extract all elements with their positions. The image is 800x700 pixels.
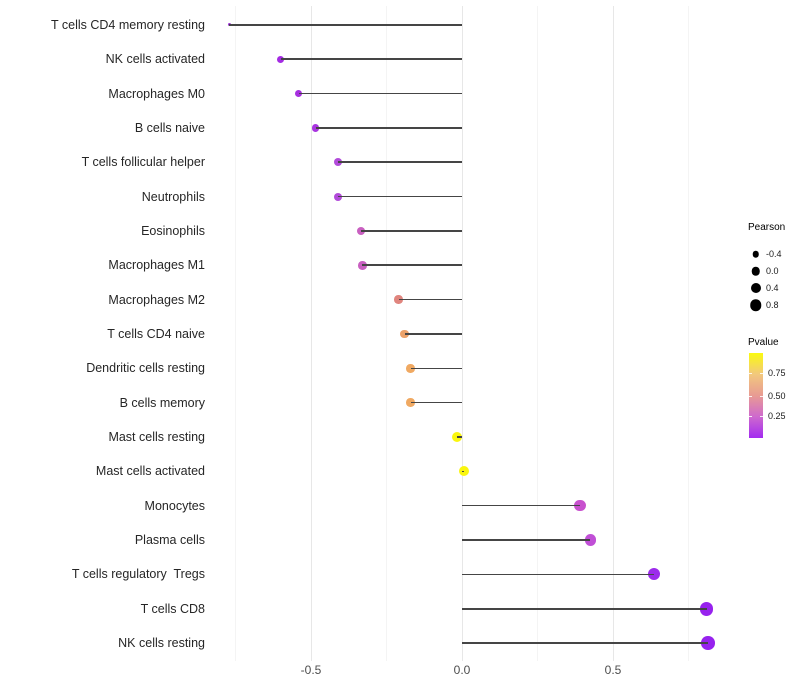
stem-line [462, 573, 654, 576]
legend-pearson-title: Pearson [748, 222, 786, 233]
stem-line [462, 607, 707, 610]
legend-pvalue-title: Pvalue [748, 337, 779, 348]
category-label: Neutrophils [141, 189, 205, 204]
stem-line [457, 436, 462, 438]
colorbar-tick-mark [760, 395, 763, 397]
category-label: T cells CD4 naive [107, 326, 205, 341]
stem-line [315, 127, 462, 129]
minor-gridline [537, 6, 538, 661]
category-label: Plasma cells [134, 533, 205, 548]
major-gridline [461, 6, 463, 661]
stem-line [462, 539, 591, 541]
colorbar-tick-label: 0.25 [768, 410, 786, 421]
stem-line [280, 58, 462, 60]
stem-line [229, 24, 462, 26]
category-label: B cells memory [119, 395, 205, 410]
colorbar-tick-mark [749, 415, 752, 417]
minor-gridline [235, 6, 236, 661]
data-point [574, 499, 586, 512]
stem-line [462, 642, 709, 644]
x-tick-label: -0.5 [300, 663, 322, 677]
category-label: Macrophages M2 [108, 292, 205, 307]
category-label: B cells naive [134, 120, 205, 135]
colorbar-tick-mark [749, 372, 752, 374]
stem-line [338, 195, 462, 198]
data-point [699, 602, 714, 616]
legend-size-label: 0.4 [766, 283, 779, 294]
category-label: NK cells resting [118, 636, 205, 651]
category-label: Monocytes [144, 498, 205, 513]
stem-line [338, 161, 462, 163]
data-point [647, 568, 660, 581]
category-label: Dendritic cells resting [86, 361, 205, 376]
legend-size-label: -0.4 [766, 249, 782, 260]
data-point [458, 466, 469, 477]
stem-line [360, 230, 462, 232]
category-label: Eosinophils [141, 223, 205, 238]
legend-size-dot [752, 251, 759, 258]
legend-size-dot [751, 267, 760, 276]
legend-size-label: 0.0 [766, 266, 779, 277]
stem-line [362, 264, 462, 267]
colorbar-tick-label: 0.75 [768, 367, 786, 378]
category-label: Mast cells activated [95, 464, 205, 479]
colorbar-tick-mark [760, 372, 763, 374]
legend-size-dot [750, 283, 761, 294]
legend-size-label: 0.8 [766, 300, 779, 311]
stem-line [462, 470, 464, 473]
category-label: T cells CD4 memory resting [51, 17, 205, 32]
colorbar-tick-label: 0.50 [768, 390, 786, 401]
major-gridline [612, 6, 614, 661]
category-label: T cells follicular helper [81, 155, 205, 170]
major-gridline [310, 6, 312, 661]
colorbar-tick-mark [760, 415, 763, 417]
category-label: T cells CD8 [140, 601, 205, 616]
stem-line [398, 298, 462, 301]
category-label: Macrophages M1 [108, 258, 205, 273]
minor-gridline [386, 6, 387, 661]
colorbar-tick-mark [749, 395, 752, 397]
stem-line [404, 333, 462, 335]
data-point [701, 636, 715, 650]
x-tick-label: 0.0 [453, 663, 471, 677]
x-tick-label: 0.5 [604, 663, 622, 677]
data-point [584, 534, 597, 546]
stem-line [462, 504, 580, 507]
stem-line [410, 401, 462, 404]
category-label: NK cells activated [105, 52, 205, 67]
category-label: Macrophages M0 [108, 86, 205, 101]
stem-line [410, 367, 462, 370]
stem-line [298, 92, 462, 95]
category-label: T cells regulatory Tregs [71, 567, 205, 582]
category-label: Mast cells resting [108, 430, 205, 444]
minor-gridline [688, 6, 689, 661]
legend-size-dot [749, 299, 762, 312]
pvalue-colorbar [749, 353, 763, 438]
